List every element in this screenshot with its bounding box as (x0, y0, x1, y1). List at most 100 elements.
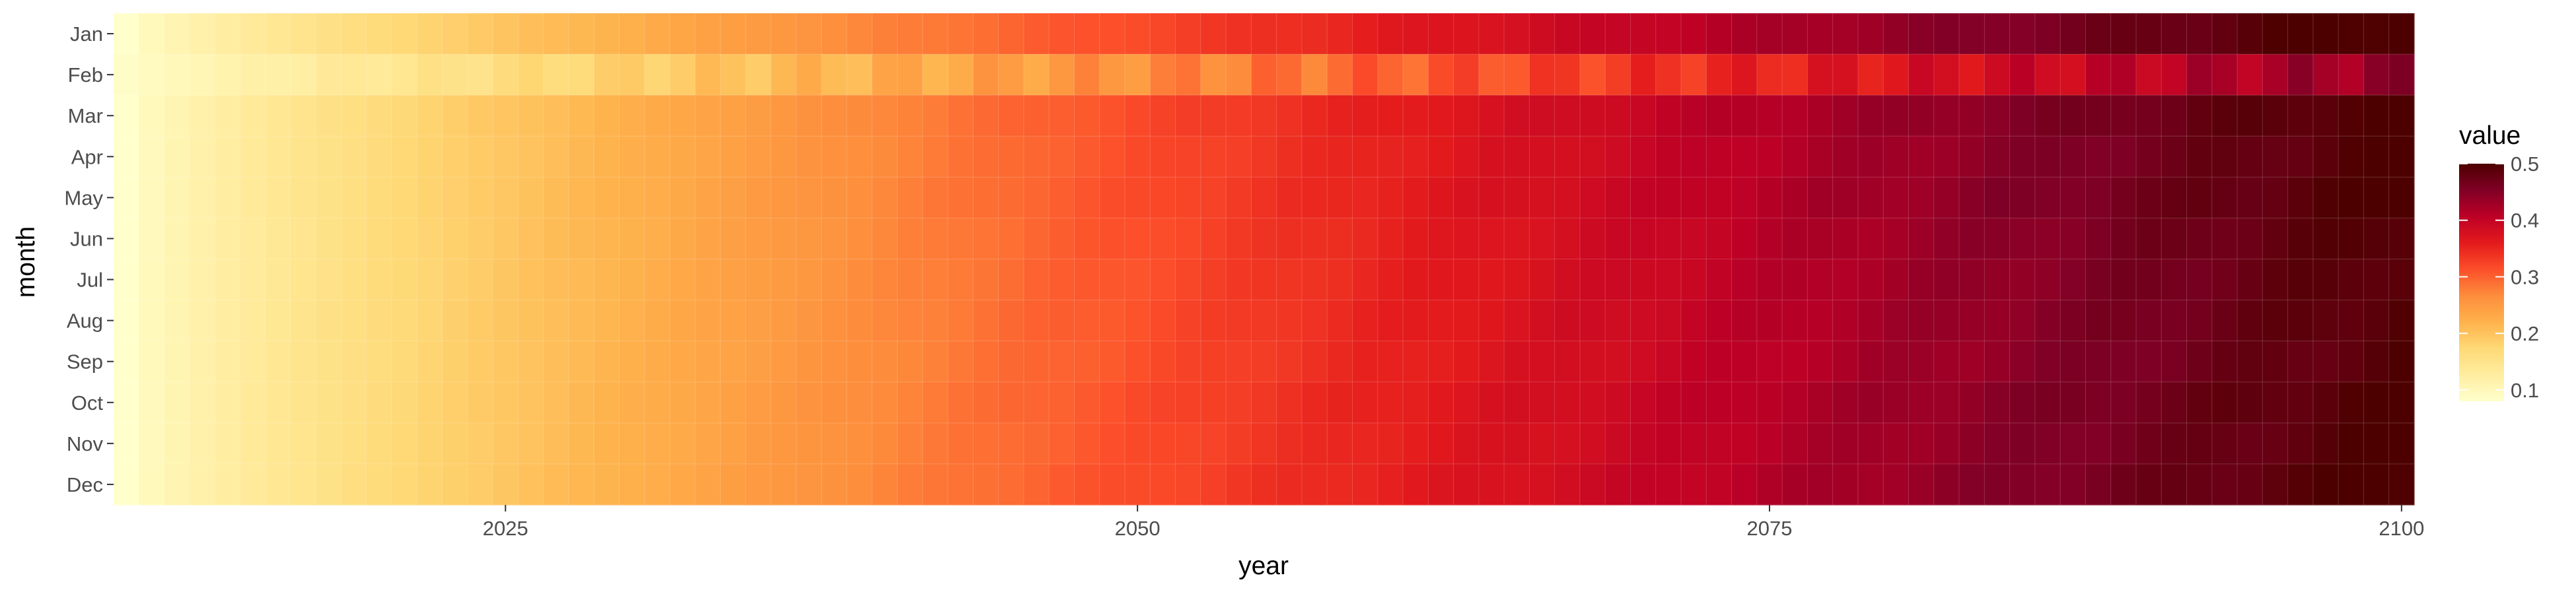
heatmap-cell (2237, 177, 2263, 219)
heatmap-cell (1782, 54, 1808, 96)
heatmap-cell (846, 177, 873, 219)
heatmap-cell (1403, 13, 1429, 55)
heatmap-cell (518, 218, 544, 260)
heatmap-cell (1959, 13, 1985, 55)
heatmap-cell (467, 218, 493, 260)
heatmap-cell (998, 177, 1024, 219)
heatmap-cell (2186, 463, 2213, 506)
heatmap-cell (644, 422, 670, 465)
heatmap-cell (2338, 300, 2365, 342)
heatmap-cell (1150, 54, 1176, 96)
heatmap-cell (1883, 13, 1910, 55)
heatmap-cell (1731, 13, 1758, 55)
heatmap-cell (316, 422, 342, 465)
heatmap-cell (518, 136, 544, 178)
heatmap-cell (189, 341, 215, 383)
heatmap-cell (316, 13, 342, 55)
heatmap-cell (341, 422, 367, 465)
heatmap-cell (1782, 13, 1808, 55)
heatmap-cell (2009, 54, 2036, 96)
heatmap-cell (670, 300, 696, 342)
heatmap-cell (467, 463, 493, 506)
heatmap-cell (1428, 54, 1454, 96)
heatmap-cell (897, 13, 923, 55)
heatmap-cell (518, 300, 544, 342)
heatmap-cell (2060, 95, 2087, 137)
heatmap-cell (2338, 177, 2365, 219)
heatmap-cell (543, 13, 569, 55)
heatmap-cell (1124, 300, 1151, 342)
heatmap-cell (392, 422, 417, 465)
heatmap-cell (568, 177, 594, 219)
heatmap-cell (543, 136, 569, 178)
heatmap-cell (1023, 218, 1050, 260)
heatmap-cell (1655, 95, 1682, 137)
heatmap-cell (1605, 259, 1631, 301)
heatmap-cell (670, 381, 696, 424)
heatmap-cell (543, 381, 569, 424)
heatmap-cell (290, 13, 316, 55)
heatmap-cell (619, 422, 645, 465)
heatmap-cell (1478, 218, 1505, 260)
y-axis: Jan Feb Mar Apr May Jun Jul Aug Sep Oct Nov Dec (64, 22, 114, 496)
heatmap-cell (1832, 95, 1859, 137)
heatmap-cell (2363, 341, 2390, 383)
heatmap-cell (2110, 218, 2137, 260)
heatmap-cell (1276, 54, 1303, 96)
heatmap-cell (265, 95, 291, 137)
heatmap-cell (2110, 136, 2137, 178)
heatmap-cell (720, 300, 746, 342)
heatmap-cell (240, 259, 266, 301)
heatmap-cell (290, 54, 316, 96)
heatmap-cell (2287, 54, 2314, 96)
heatmap-cell (1782, 218, 1808, 260)
heatmap-cell (290, 95, 316, 137)
heatmap-cell (1124, 218, 1151, 260)
heatmap-cell (1857, 300, 1884, 342)
heatmap-cell (771, 341, 797, 383)
heatmap-cell (619, 381, 645, 424)
heatmap-cell (139, 300, 165, 342)
heatmap-cell (467, 341, 493, 383)
heatmap-cell (2034, 463, 2061, 506)
y-tick-label: Sep (67, 350, 103, 374)
heatmap-cell (2338, 218, 2365, 260)
heatmap-cell (1478, 381, 1505, 424)
heatmap-cell (2110, 463, 2137, 506)
heatmap-cell (442, 13, 468, 55)
heatmap-cell (695, 422, 721, 465)
heatmap-cell (2363, 177, 2390, 219)
heatmap-cell (670, 218, 696, 260)
heatmap-cell (2287, 13, 2314, 55)
heatmap-cell (1756, 177, 1783, 219)
heatmap-cell (2211, 300, 2238, 342)
heatmap-cell (2388, 422, 2415, 465)
heatmap-cell (2211, 422, 2238, 465)
legend-ticks: 0.1 0.2 0.3 0.4 0.5 (2459, 152, 2539, 402)
heatmap-cell (2161, 463, 2188, 506)
heatmap-cell (1175, 463, 1201, 506)
heatmap-cell (2135, 341, 2162, 383)
heatmap-cell (897, 463, 923, 506)
heatmap-cell (2034, 259, 2061, 301)
heatmap-cell (1453, 422, 1480, 465)
heatmap-cell (1605, 218, 1631, 260)
heatmap-cell (366, 422, 392, 465)
heatmap-cell (2312, 95, 2339, 137)
heatmap-cell (745, 259, 771, 301)
heatmap-cell (1883, 422, 1910, 465)
heatmap-cell (1200, 54, 1227, 96)
heatmap-cell (2211, 218, 2238, 260)
heatmap-cell (1200, 95, 1227, 137)
heatmap-cell (1529, 177, 1556, 219)
heatmap-cell (442, 259, 468, 301)
heatmap-cell (1782, 177, 1808, 219)
heatmap-cell (1428, 300, 1454, 342)
heatmap-cell (695, 381, 721, 424)
heatmap-cell (1453, 341, 1480, 383)
heatmap-cell (1150, 300, 1176, 342)
heatmap-cell (1074, 95, 1100, 137)
heatmap-cell (1226, 422, 1252, 465)
heatmap-cell (1301, 177, 1328, 219)
heatmap-cell (1529, 381, 1556, 424)
